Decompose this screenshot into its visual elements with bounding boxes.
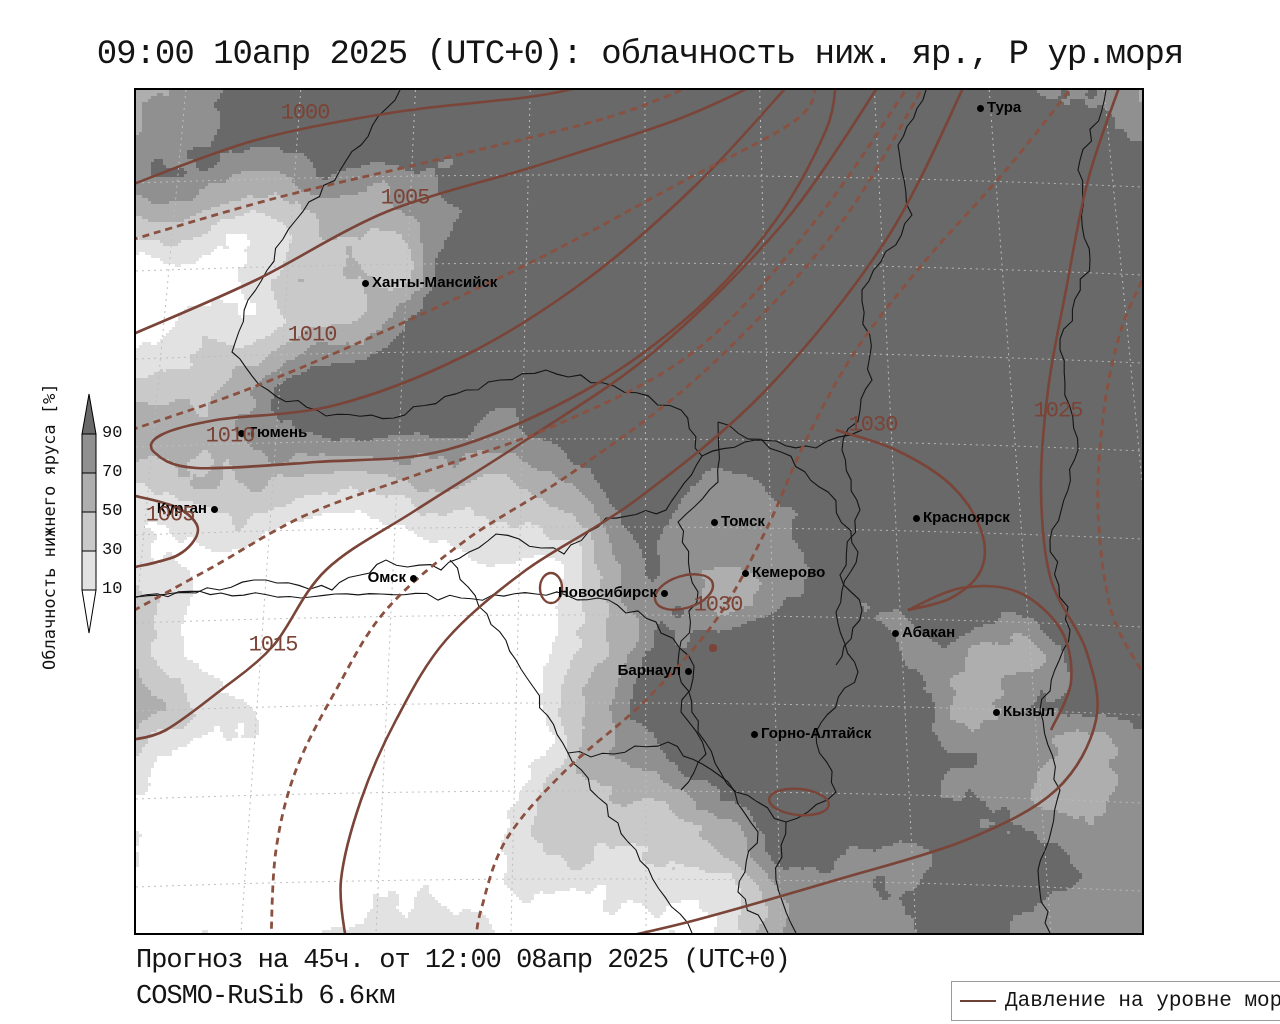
colorbar-seg-70-90 [81, 433, 97, 474]
colorbar-tick-90: 90 [102, 424, 123, 443]
colorbar-arrow-bottom [81, 589, 97, 634]
colorbar-tick-50: 50 [102, 502, 123, 521]
pressure-legend-label: Давление на уровне моря [1005, 989, 1280, 1013]
colorbar-tick-70: 70 [102, 463, 123, 482]
map-frame: Тура Ханты-Мансийск Тюмень Курган Омск Томск Н… [134, 88, 1144, 935]
pressure-legend: Давление на уровне моря [951, 981, 1280, 1021]
map-canvas [136, 90, 1142, 933]
colorbar-tick-10: 10 [102, 580, 123, 599]
colorbar-seg-30-50 [81, 511, 97, 552]
colorbar-tick-30: 30 [102, 541, 123, 560]
forecast-info: Прогноз на 45ч. от 12:00 08апр 2025 (UTC… [136, 946, 791, 976]
colorbar-seg-10-30 [81, 550, 97, 591]
colorbar-title: Облачность нижнего яруса [%] [40, 383, 60, 670]
page-title: 09:00 10апр 2025 (UTC+0): облачность ниж… [96, 36, 1185, 74]
colorbar-arrow-top [81, 393, 97, 435]
model-info: COSMO-RuSib 6.6км [136, 982, 395, 1012]
colorbar [81, 393, 97, 634]
colorbar-seg-50-70 [81, 472, 97, 513]
pressure-line-sample [960, 1000, 996, 1002]
